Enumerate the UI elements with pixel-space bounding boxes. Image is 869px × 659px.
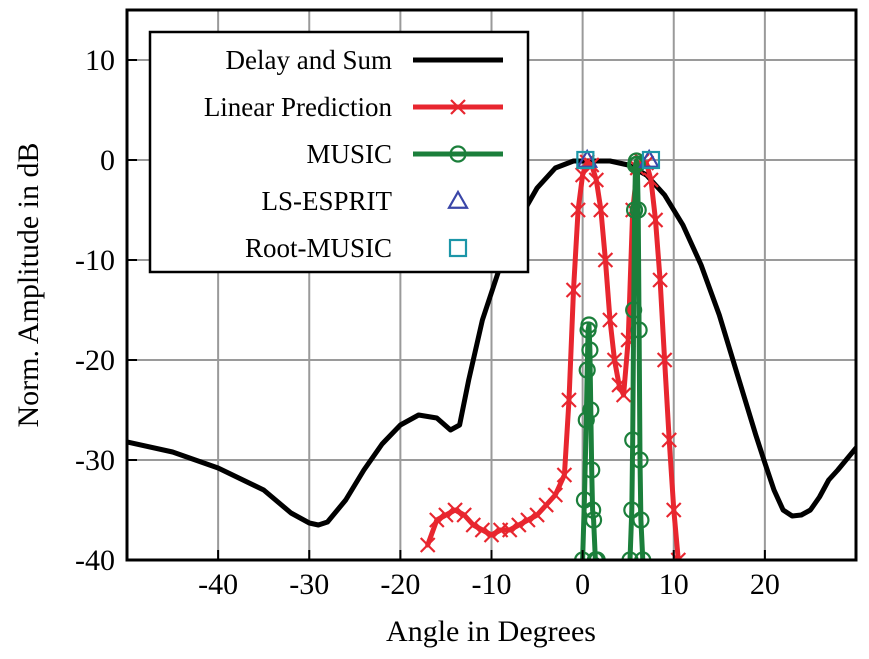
x-tick-label: -40 (198, 568, 238, 601)
data-point (665, 502, 682, 518)
data-point (625, 301, 643, 319)
data-point (577, 411, 595, 429)
data-point (597, 252, 614, 268)
data-point (511, 517, 527, 533)
data-point (583, 461, 601, 479)
data-point (438, 507, 454, 523)
data-point (584, 501, 602, 519)
data-point (465, 517, 482, 533)
data-point (628, 155, 646, 173)
y-tick-label: -40 (75, 544, 115, 577)
legend-marker (448, 238, 468, 258)
data-point (556, 467, 573, 483)
data-point (501, 522, 518, 538)
data-point (483, 527, 500, 543)
data-point (629, 201, 647, 219)
data-point (584, 511, 603, 529)
y-tick-label: -10 (75, 244, 115, 277)
data-series (127, 148, 856, 560)
data-point (581, 341, 599, 359)
data-point (621, 551, 639, 560)
data-point (570, 202, 586, 218)
data-point (576, 150, 595, 170)
series-0 (127, 158, 856, 528)
data-point (638, 148, 661, 168)
x-tick-label: 0 (575, 568, 590, 601)
data-point (647, 212, 664, 228)
data-point (520, 512, 536, 528)
series-line (580, 158, 646, 560)
y-tick-label: -20 (75, 344, 115, 377)
data-point (634, 551, 652, 560)
x-tick-label: -20 (380, 568, 420, 601)
data-point (565, 282, 582, 298)
data-point (474, 522, 491, 538)
legend-marker (447, 189, 469, 209)
data-point (561, 392, 577, 408)
data-point (630, 321, 648, 339)
axis-ticks: -40 -30 -20 -10 0 10 20 10 0 -10 -20 -30 -40 (75, 44, 780, 601)
data-point (661, 432, 677, 448)
data-point (582, 401, 600, 419)
y-axis-label: Norm. Amplitude in dB (12, 143, 45, 428)
data-point (631, 451, 649, 469)
series-3 (576, 148, 661, 168)
data-point (580, 316, 598, 334)
data-point (547, 487, 564, 503)
data-point (606, 352, 623, 368)
legend-label: Root-MUSIC (245, 233, 392, 263)
data-point (429, 512, 445, 528)
legend-label: MUSIC (306, 139, 392, 169)
series-line (127, 158, 856, 528)
y-tick-label: 10 (85, 44, 115, 77)
x-tick-label: 10 (659, 568, 689, 601)
x-axis-label: Angle in Degrees (386, 615, 596, 648)
data-point (632, 511, 650, 529)
data-point (588, 551, 606, 560)
data-point (624, 431, 642, 449)
data-point (588, 172, 605, 188)
x-tick-label: -30 (289, 568, 329, 601)
data-point (641, 150, 661, 170)
data-point (576, 148, 599, 168)
data-point (583, 157, 600, 173)
data-point (447, 502, 463, 518)
data-point (611, 377, 627, 393)
x-tick-label: 20 (750, 568, 780, 601)
legend-marker (450, 99, 466, 115)
data-point (602, 312, 618, 328)
x-tick-label: -10 (472, 568, 512, 601)
data-point (623, 501, 641, 519)
series-4 (576, 150, 661, 170)
legend: Delay and Sum Linear Prediction MUSIC LS-ES… (148, 30, 530, 274)
legend-label: Linear Prediction (204, 92, 393, 122)
data-point (643, 172, 659, 188)
y-tick-label: -30 (75, 444, 115, 477)
data-point (419, 537, 436, 553)
legend-label: LS-ESPRIT (261, 186, 392, 216)
data-point (578, 361, 596, 379)
data-point (656, 352, 673, 368)
legend-label: Delay and Sum (226, 45, 392, 75)
data-point (615, 387, 632, 403)
y-tick-label: 0 (100, 144, 115, 177)
legend-marker (449, 145, 467, 163)
data-point (593, 202, 609, 218)
data-point (652, 272, 668, 288)
